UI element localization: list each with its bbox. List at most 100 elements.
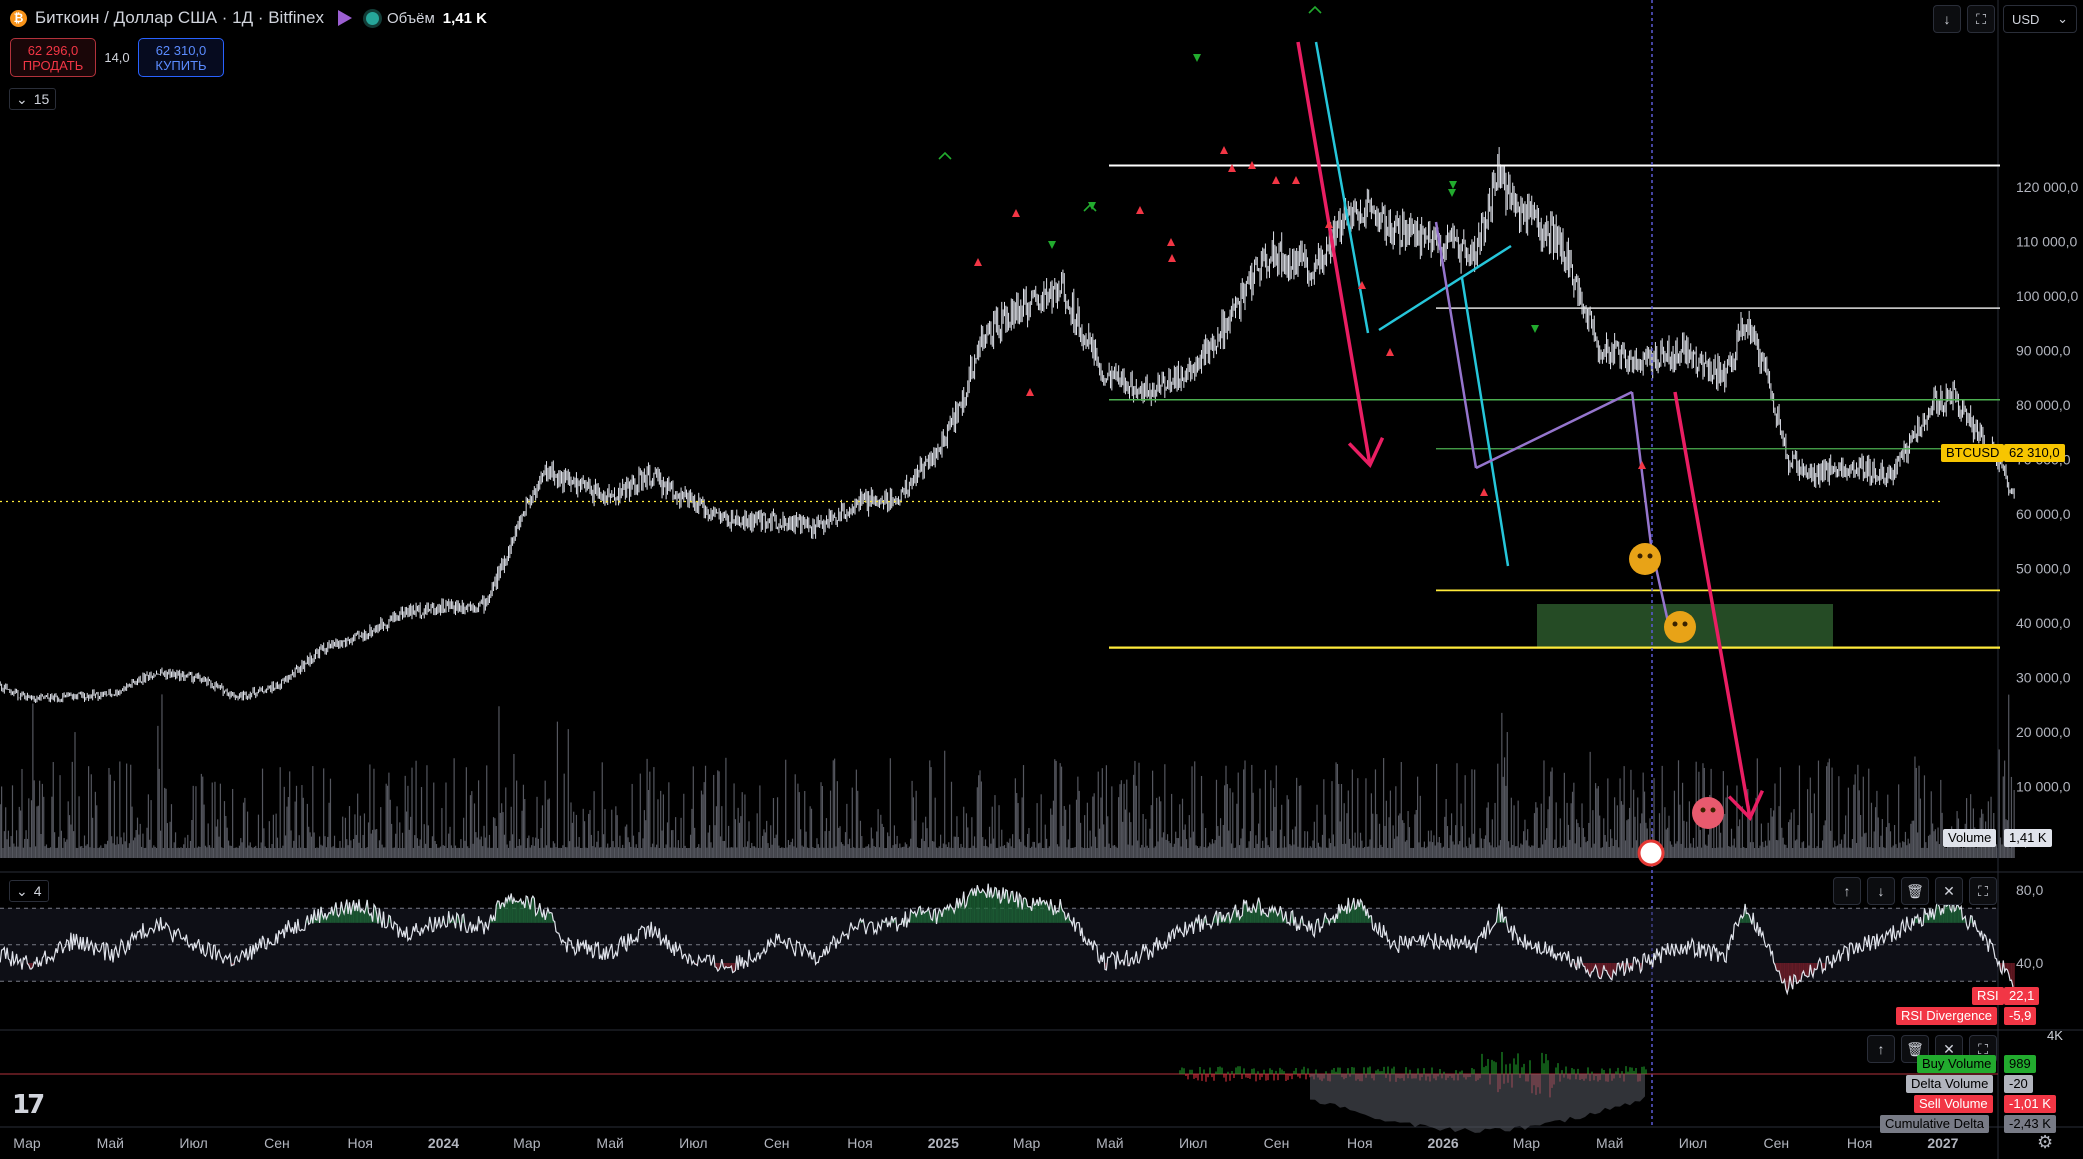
time-tick-label: Мар	[1513, 1135, 1541, 1151]
chevron-down-icon: ⌄	[16, 90, 28, 107]
maximize-pane-icon[interactable]: ⛶	[1969, 877, 1997, 905]
tradingview-logo-icon[interactable]: 17	[12, 1090, 45, 1120]
time-tick-label: Мар	[13, 1135, 41, 1151]
time-tick-label: Сен	[764, 1135, 790, 1151]
time-tick-label: Июл	[1179, 1135, 1207, 1151]
time-tick-label: 2024	[428, 1135, 459, 1151]
rsi-tick-label: 40,0	[2016, 955, 2043, 971]
price-tick-label: 110 000,0	[2016, 234, 2077, 250]
sell-signal-marker	[1220, 146, 1228, 154]
us-flag-event-icon	[1637, 839, 1665, 867]
bitcoin-logo-icon: ₿	[10, 9, 27, 27]
emoji-eye-icon	[1710, 807, 1716, 813]
buy-signal-marker	[1449, 181, 1457, 189]
time-tick-label: Июл	[1679, 1135, 1707, 1151]
cumulative-delta-value-tag: -2,43 K	[2004, 1115, 2056, 1133]
time-tick-label: Мар	[1013, 1135, 1041, 1151]
chevron-up-icon	[938, 151, 952, 160]
collapse-pane-icon[interactable]: ✕	[1935, 877, 1963, 905]
price-tick-label: 20 000,0	[2016, 724, 2071, 740]
rsi-pane-toolbar: ↑ ↓ 🗑 ✕ ⛶	[1833, 877, 1997, 905]
sell-signal-marker	[1480, 488, 1488, 496]
time-tick-label: Май	[97, 1135, 124, 1151]
currency-value: USD	[2012, 11, 2040, 27]
cumulative-delta-area	[1310, 1074, 1645, 1133]
move-up-icon[interactable]: ↑	[1833, 877, 1861, 905]
trash-icon[interactable]: 🗑	[1901, 877, 1929, 905]
time-tick-label: Сен	[1264, 1135, 1290, 1151]
price-tick-label: 40 000,0	[2016, 615, 2071, 631]
buy-volume-label-tag: Buy Volume	[1917, 1055, 1997, 1073]
buy-button[interactable]: 62 310,0 КУПИТЬ	[138, 38, 224, 77]
spread-value: 14,0	[104, 50, 130, 65]
sell-button[interactable]: 62 296,0 ПРОДАТЬ	[10, 38, 96, 77]
price-tick-label: 30 000,0	[2016, 670, 2071, 686]
delta-axis-label: 4K	[2047, 1028, 2063, 1043]
symbol-title[interactable]: Биткоин / Доллар США · 1Д · Bitfinex	[35, 8, 324, 27]
delta-volume-label-tag: Delta Volume	[1906, 1075, 1994, 1093]
time-tick-label: Май	[596, 1135, 623, 1151]
move-down-icon[interactable]: ↓	[1933, 5, 1961, 33]
rsi-divergence-value-tag: -5,9	[2004, 1007, 2037, 1025]
chevron-up-icon	[1083, 203, 1097, 212]
trend-channel-line	[1460, 277, 1510, 567]
settings-gear-icon[interactable]: ⚙	[2037, 1132, 2054, 1152]
rsi-tick-label: 80,0	[2016, 882, 2043, 898]
trend-channel-line	[1434, 221, 1478, 469]
trend-channel-line	[1314, 41, 1370, 334]
rsi-label-tag: RSI	[1972, 987, 2004, 1005]
time-axis: Мар Май Июл Сен Ноя 2024 Мар Май Июл Сен Ноя 2025 Ма…	[13, 1135, 1958, 1151]
volume-label: Объём	[386, 9, 435, 27]
maximize-pane-icon[interactable]: ⛶	[1967, 5, 1995, 33]
time-tick-label: Ноя	[1847, 1135, 1872, 1151]
emoji-eye-icon	[1672, 621, 1678, 627]
delta-volume-pane	[0, 1052, 1998, 1133]
sell-signal-marker	[1386, 348, 1394, 356]
rsi-collapse-button[interactable]: ⌄ 4	[9, 880, 49, 902]
sell-signal-marker	[1272, 176, 1280, 184]
buy-volume-value-tag: 989	[2004, 1055, 2036, 1073]
emoji-face-icon	[1664, 611, 1696, 643]
sell-signal-marker	[1228, 164, 1236, 172]
move-down-icon[interactable]: ↓	[1867, 877, 1895, 905]
volume-value-tag: 1,41 K	[2004, 829, 2052, 847]
flag-icon[interactable]	[337, 10, 352, 26]
trash-icon[interactable]: 🗑	[1901, 1035, 1929, 1063]
currency-select[interactable]: USD ⌄	[2003, 5, 2077, 33]
chevron-down-icon: ⌄	[16, 882, 28, 899]
price-candles	[0, 147, 2015, 703]
buy-signal-marker	[1448, 189, 1456, 197]
rsi-pane: 80,0 40,0	[0, 882, 2043, 1000]
chevron-down-icon: ⌄	[2057, 11, 2068, 26]
time-tick-label: 2027	[1927, 1135, 1958, 1151]
time-tick-label: Июл	[179, 1135, 207, 1151]
sell-signal-marker	[1136, 206, 1144, 214]
time-tick-label: 2025	[928, 1135, 959, 1151]
time-tick-label: Ноя	[847, 1135, 872, 1151]
price-tick-label: 80 000,0	[2016, 397, 2071, 413]
time-tick-label: Сен	[264, 1135, 290, 1151]
indicators-collapse-button[interactable]: ⌄ 15	[9, 88, 57, 110]
price-tick-label: 100 000,0	[2016, 288, 2078, 304]
emoji-face-icon	[1629, 543, 1661, 575]
signal-markers	[938, 5, 1724, 867]
sell-signal-marker	[1168, 254, 1176, 262]
forecast-arrow-head	[1727, 789, 1764, 822]
buy-signal-marker	[1531, 325, 1539, 333]
indicator-count: 15	[33, 91, 50, 107]
sell-signal-marker	[1292, 176, 1300, 184]
last-price-tag: 62 310,0	[2004, 444, 2065, 462]
price-tick-label: 120 000,0	[2016, 179, 2078, 195]
sell-signal-marker	[1325, 220, 1333, 228]
buy-signal-marker	[1048, 241, 1056, 249]
price-tick-label: 60 000,0	[2016, 506, 2071, 522]
price-tick-label: 90 000,0	[2016, 343, 2071, 359]
volume-histogram	[0, 694, 2015, 858]
emoji-eye-icon	[1637, 553, 1643, 559]
move-up-icon[interactable]: ↑	[1867, 1035, 1895, 1063]
main-pane-toolbar: ↓ ⛶	[1933, 5, 1995, 33]
sell-signal-marker	[1167, 238, 1175, 246]
chart-header: ₿ Биткоин / Доллар США · 1Д · Bitfinex О…	[10, 8, 487, 28]
